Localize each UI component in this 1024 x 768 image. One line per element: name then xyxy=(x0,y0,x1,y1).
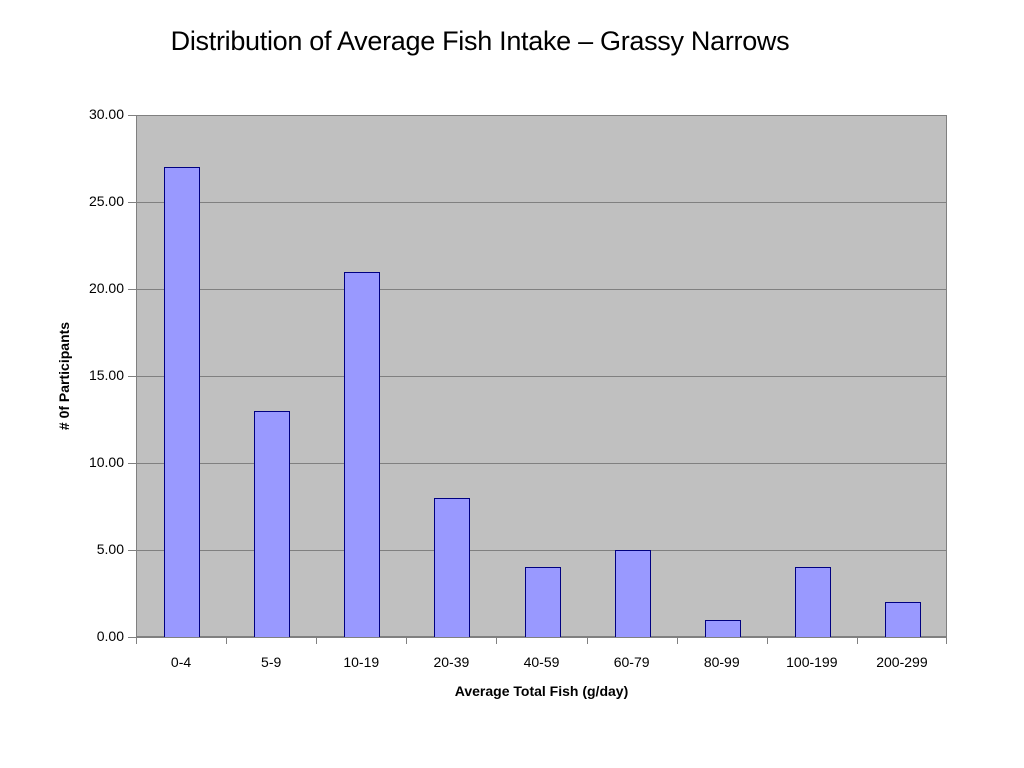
x-tick-label: 20-39 xyxy=(433,654,470,670)
x-tick-label: 5-9 xyxy=(261,654,282,670)
x-tick-label: 80-99 xyxy=(703,654,740,670)
x-tick-mark xyxy=(226,637,228,644)
x-axis-line xyxy=(136,637,947,638)
chart-title: Distribution of Average Fish Intake – Gr… xyxy=(170,26,790,56)
gridline xyxy=(137,376,946,377)
x-tick-label: 10-19 xyxy=(343,654,380,670)
y-tick-mark xyxy=(128,637,136,638)
bar-5-9 xyxy=(254,410,291,638)
y-tick-mark xyxy=(128,115,136,116)
x-tick-label: 60-79 xyxy=(613,654,650,670)
y-tick-label: 15.00 xyxy=(88,367,124,383)
x-tick-mark xyxy=(856,637,858,644)
bar-40-59 xyxy=(524,567,561,638)
x-tick-label: 100-199 xyxy=(786,654,838,670)
x-tick-mark xyxy=(496,637,498,644)
y-tick-mark xyxy=(128,289,136,290)
y-tick-label: 20.00 xyxy=(88,280,124,296)
x-tick-label: 0-4 xyxy=(170,654,192,670)
x-tick-mark xyxy=(136,637,137,644)
bar-20-39 xyxy=(434,497,471,638)
y-tick-label: 5.00 xyxy=(96,541,124,557)
y-tick-mark xyxy=(128,376,136,377)
x-tick-label: 40-59 xyxy=(523,654,560,670)
gridline xyxy=(137,463,946,464)
bar-0-4 xyxy=(164,167,201,638)
x-tick-mark xyxy=(586,637,588,644)
x-tick-label: 200-299 xyxy=(876,654,928,670)
bar-200-299 xyxy=(884,602,921,638)
y-tick-label: 10.00 xyxy=(88,454,124,470)
bar-100-199 xyxy=(794,567,831,638)
y-tick-label: 30.00 xyxy=(88,106,124,122)
y-tick-label: 25.00 xyxy=(88,193,124,209)
gridline xyxy=(137,289,946,290)
x-tick-mark xyxy=(316,637,318,644)
x-tick-mark xyxy=(676,637,678,644)
x-axis-title: Average Total Fish (g/day) xyxy=(454,683,629,699)
x-tick-mark xyxy=(406,637,408,644)
gridline xyxy=(137,202,946,203)
gridline xyxy=(137,550,946,551)
x-tick-mark xyxy=(946,637,947,644)
y-tick-mark xyxy=(128,550,136,551)
y-tick-label: 0.00 xyxy=(96,628,124,644)
x-tick-mark xyxy=(766,637,768,644)
bar-60-79 xyxy=(614,550,651,638)
y-tick-mark xyxy=(128,202,136,203)
y-axis-title: # 0f Participants xyxy=(56,321,72,431)
plot-area xyxy=(136,115,947,638)
y-tick-mark xyxy=(128,463,136,464)
bar-80-99 xyxy=(704,619,741,638)
bar-10-19 xyxy=(344,271,381,638)
